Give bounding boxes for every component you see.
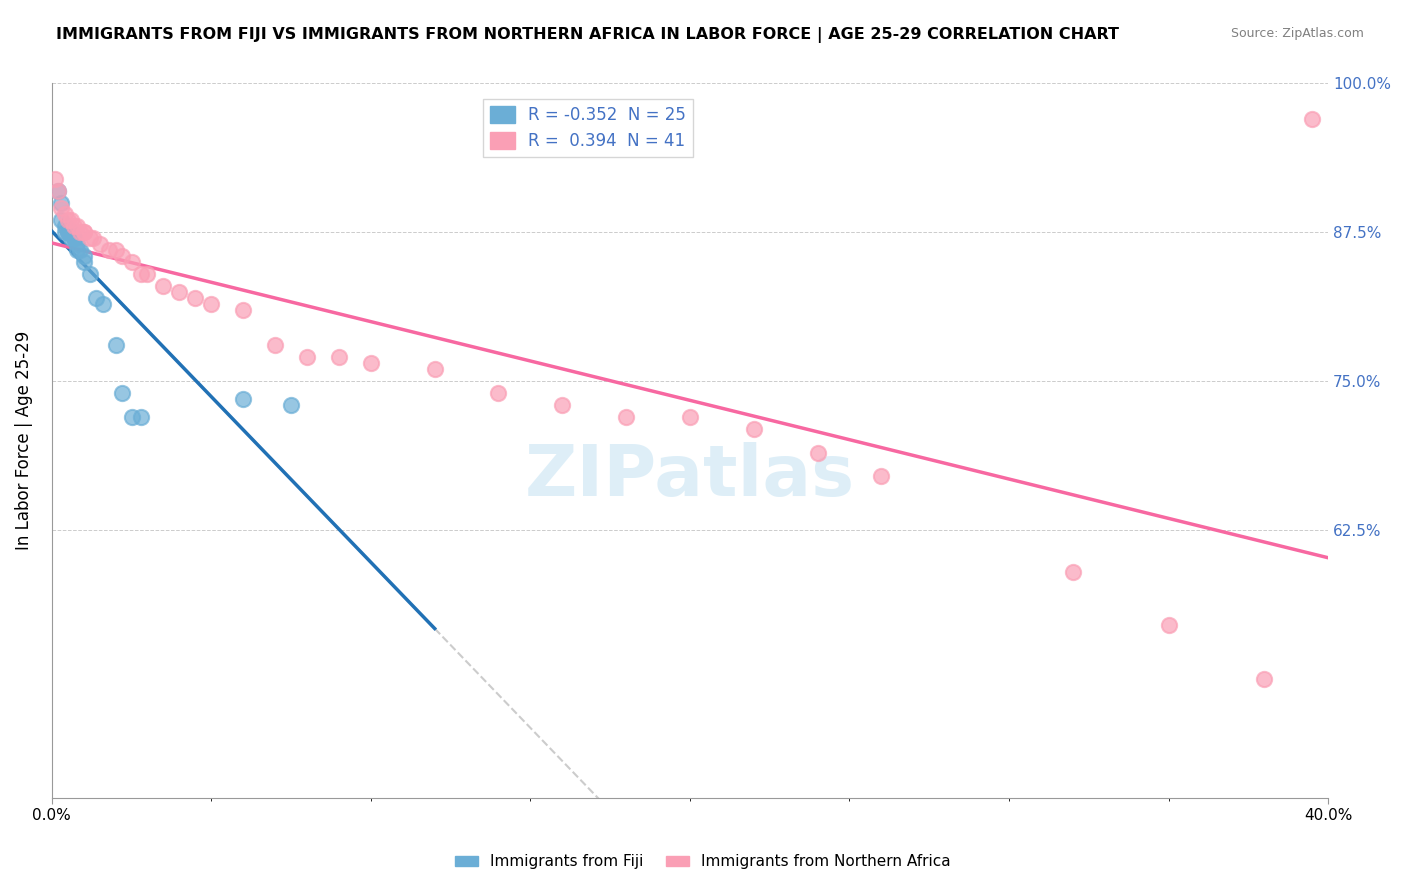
Point <box>129 267 152 281</box>
Point <box>46 184 69 198</box>
Point <box>73 225 96 239</box>
Point <box>328 351 350 365</box>
Point <box>104 338 127 352</box>
Point <box>742 422 765 436</box>
Point <box>679 409 702 424</box>
Point <box>53 225 76 239</box>
Point <box>104 243 127 257</box>
Point <box>1062 565 1084 579</box>
Point <box>91 297 114 311</box>
Point <box>152 279 174 293</box>
Point <box>66 243 89 257</box>
Text: ZIPatlas: ZIPatlas <box>524 442 855 511</box>
Text: IMMIGRANTS FROM FIJI VS IMMIGRANTS FROM NORTHERN AFRICA IN LABOR FORCE | AGE 25-: IMMIGRANTS FROM FIJI VS IMMIGRANTS FROM … <box>56 27 1119 43</box>
Point <box>86 291 108 305</box>
Point <box>870 469 893 483</box>
Point <box>169 285 191 299</box>
Point <box>63 231 86 245</box>
Legend: Immigrants from Fiji, Immigrants from Northern Africa: Immigrants from Fiji, Immigrants from No… <box>449 848 957 875</box>
Point <box>614 409 637 424</box>
Point <box>121 255 143 269</box>
Point <box>69 225 91 239</box>
Point <box>806 445 828 459</box>
Point <box>53 219 76 234</box>
Text: Source: ZipAtlas.com: Source: ZipAtlas.com <box>1230 27 1364 40</box>
Point <box>1253 672 1275 686</box>
Point <box>111 386 134 401</box>
Point <box>63 231 86 245</box>
Point <box>51 202 73 216</box>
Legend: R = -0.352  N = 25, R =  0.394  N = 41: R = -0.352 N = 25, R = 0.394 N = 41 <box>484 99 693 157</box>
Point <box>73 249 96 263</box>
Point <box>1301 112 1323 127</box>
Point <box>79 231 101 245</box>
Point <box>44 171 66 186</box>
Point <box>56 213 79 227</box>
Point <box>53 207 76 221</box>
Point <box>56 225 79 239</box>
Point <box>69 243 91 257</box>
Point <box>423 362 446 376</box>
Point <box>51 195 73 210</box>
Point <box>66 237 89 252</box>
Point <box>200 297 222 311</box>
Point <box>488 386 510 401</box>
Point <box>59 225 82 239</box>
Point <box>46 184 69 198</box>
Point <box>280 398 302 412</box>
Point <box>232 302 254 317</box>
Point <box>98 243 121 257</box>
Point <box>89 237 111 252</box>
Point <box>51 213 73 227</box>
Point <box>184 291 207 305</box>
Point <box>295 351 318 365</box>
Point <box>111 249 134 263</box>
Point <box>232 392 254 406</box>
Point <box>59 231 82 245</box>
Point <box>56 225 79 239</box>
Point <box>73 255 96 269</box>
Y-axis label: In Labor Force | Age 25-29: In Labor Force | Age 25-29 <box>15 331 32 550</box>
Point <box>551 398 574 412</box>
Point <box>79 267 101 281</box>
Point <box>129 409 152 424</box>
Point <box>73 225 96 239</box>
Point <box>264 338 287 352</box>
Point <box>66 219 89 234</box>
Point <box>63 219 86 234</box>
Point <box>136 267 159 281</box>
Point <box>82 231 104 245</box>
Point <box>360 356 382 370</box>
Point <box>121 409 143 424</box>
Point <box>1157 618 1180 632</box>
Point <box>59 213 82 227</box>
